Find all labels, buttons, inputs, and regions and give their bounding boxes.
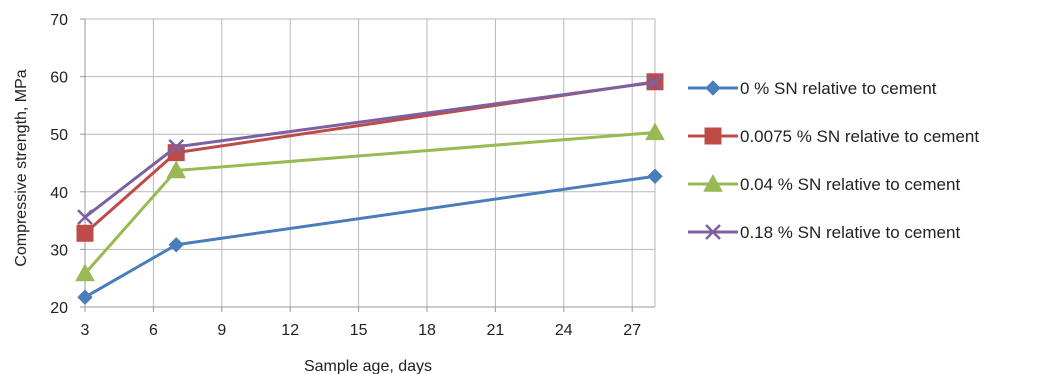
data-point bbox=[647, 168, 663, 184]
series-2 bbox=[76, 73, 664, 242]
gridlines bbox=[84, 18, 656, 308]
legend-label: 0.04 % SN relative to cement bbox=[740, 175, 960, 194]
x-tick-label: 27 bbox=[623, 322, 641, 339]
legend-marker bbox=[703, 173, 723, 192]
x-tick-labels: 3 6 9 12 15 18 21 24 27 bbox=[81, 322, 642, 339]
legend-marker bbox=[705, 224, 721, 240]
series-line bbox=[83, 80, 657, 219]
legend-marker bbox=[705, 80, 721, 96]
series-line bbox=[83, 174, 657, 299]
legend-entry: 0.18 % SN relative to cement bbox=[688, 223, 960, 242]
data-point bbox=[168, 138, 185, 155]
x-tick-label: 9 bbox=[217, 322, 226, 339]
data-point bbox=[75, 263, 95, 282]
data-point bbox=[166, 160, 187, 179]
series-group bbox=[75, 73, 665, 305]
legend-entry: 0.04 % SN relative to cement bbox=[688, 173, 960, 194]
legend-label: 0.0075 % SN relative to cement bbox=[740, 127, 979, 146]
x-tick-label: 21 bbox=[487, 322, 505, 339]
data-point bbox=[76, 224, 94, 242]
x-tick-label: 3 bbox=[81, 322, 90, 339]
axes bbox=[80, 18, 655, 312]
legend-label: 0 % SN relative to cement bbox=[740, 79, 937, 98]
legend-entry: 0 % SN relative to cement bbox=[688, 79, 937, 98]
data-point bbox=[77, 209, 93, 226]
data-point bbox=[645, 122, 665, 141]
series-4 bbox=[77, 74, 663, 226]
x-tick-label: 6 bbox=[149, 322, 158, 339]
y-tick-label: 50 bbox=[50, 127, 68, 144]
series-1 bbox=[77, 168, 663, 305]
y-tick-labels: 20 30 40 50 60 70 bbox=[50, 12, 68, 317]
legend-marker bbox=[704, 127, 722, 145]
y-tick-label: 30 bbox=[50, 242, 68, 259]
y-axis-label: Compressive strength, MPa bbox=[13, 69, 30, 267]
y-tick-label: 40 bbox=[50, 185, 68, 202]
legend-entry: 0.0075 % SN relative to cement bbox=[688, 127, 979, 146]
y-tick-label: 60 bbox=[50, 70, 68, 87]
x-tick-label: 15 bbox=[350, 322, 368, 339]
legend-label: 0.18 % SN relative to cement bbox=[740, 223, 960, 242]
legend: 0 % SN relative to cement 0.0075 % SN rel… bbox=[688, 79, 979, 242]
data-point bbox=[647, 74, 663, 91]
data-point bbox=[168, 237, 184, 253]
x-tick-label: 12 bbox=[281, 322, 299, 339]
data-point bbox=[77, 289, 93, 305]
x-axis-label: Sample age, days bbox=[304, 358, 432, 374]
y-tick-label: 70 bbox=[50, 12, 68, 29]
x-tick-label: 18 bbox=[418, 322, 436, 339]
series-3 bbox=[75, 122, 665, 282]
x-tick-label: 24 bbox=[555, 322, 573, 339]
y-tick-label: 20 bbox=[50, 300, 68, 317]
